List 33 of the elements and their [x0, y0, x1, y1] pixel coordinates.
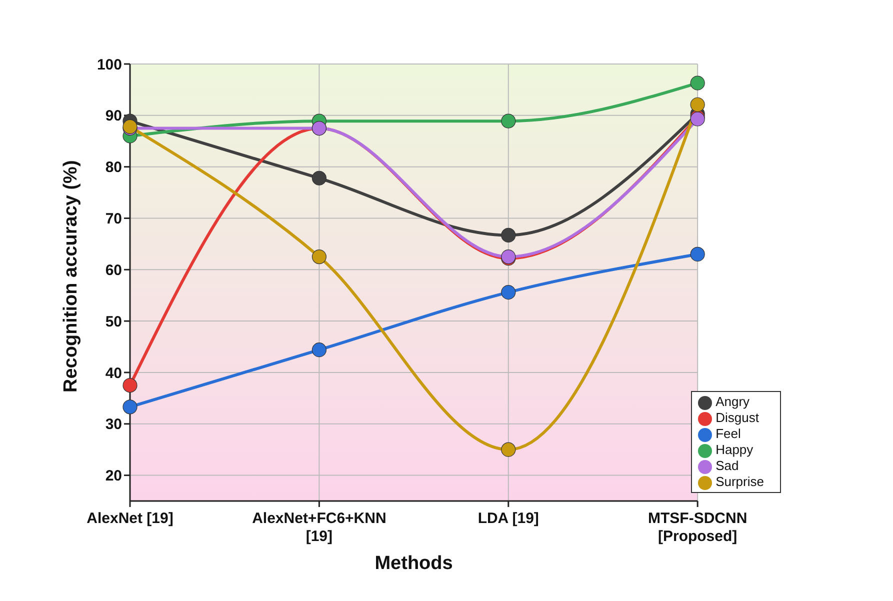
y-tick-label: 50 [105, 313, 122, 330]
y-tick-label: 30 [105, 416, 122, 434]
point [690, 76, 705, 90]
point [690, 246, 705, 262]
point [501, 284, 516, 300]
y-tick-label: 20 [105, 468, 122, 485]
y-tick-label: 60 [105, 262, 122, 279]
x-tick-label: AlexNet [19] [86, 510, 174, 527]
point [501, 228, 516, 242]
y-tick-label: 80 [105, 159, 122, 176]
legend-label: Feel [716, 426, 741, 441]
legend-label: Sad [716, 458, 739, 473]
legend-label: Disgust [716, 410, 759, 425]
point [122, 378, 138, 393]
y-tick-label: 70 [105, 210, 122, 228]
point [122, 400, 138, 414]
legend-label: Happy [716, 442, 754, 457]
legend-label: Angry [716, 394, 750, 409]
point [312, 170, 326, 186]
y-tick-label: 90 [105, 108, 122, 125]
point [501, 114, 516, 128]
point [312, 249, 326, 264]
x-tick-label: MTSF-SDCNN [Proposed] [648, 510, 748, 545]
x-axis-title: Methods [374, 553, 453, 574]
point [690, 97, 705, 112]
y-axis-title: Recognition accuracy (%) [60, 160, 82, 392]
x-tick-label: LDA [19] [478, 510, 539, 527]
legend-label: Surprise [716, 474, 764, 489]
x-tick-label: AlexNet+FC6+KNN [19] [252, 510, 386, 545]
y-tick-label: 100 [96, 56, 122, 74]
y-tick-label: 40 [105, 364, 122, 382]
point [312, 342, 326, 358]
point [501, 442, 516, 457]
